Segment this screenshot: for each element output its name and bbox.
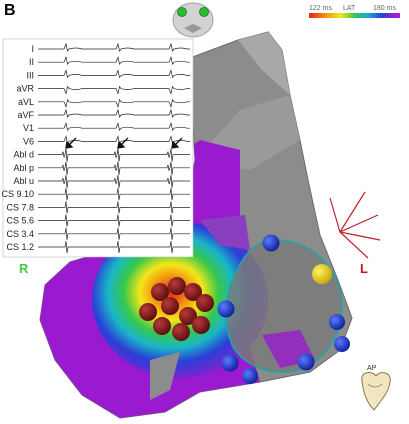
ecg-trace bbox=[38, 188, 190, 201]
ecg-lead-label: Abl d bbox=[13, 150, 34, 160]
ecg-lead-label: CS 5.6 bbox=[6, 216, 34, 226]
lat-gradient-bar bbox=[309, 13, 400, 18]
ecg-trace bbox=[38, 108, 190, 118]
panel-label: B bbox=[4, 2, 16, 19]
ecg-trace bbox=[38, 122, 190, 132]
orientation-axes bbox=[329, 191, 381, 259]
head-orientation-icon bbox=[172, 2, 214, 38]
ecg-trace bbox=[38, 69, 190, 79]
ecg-trace bbox=[38, 240, 190, 254]
activation-map bbox=[40, 140, 268, 418]
ecg-trace bbox=[38, 227, 190, 240]
catheter-electrodes bbox=[217, 234, 350, 384]
ecg-trace bbox=[38, 98, 190, 108]
ecg-lead-label: CS 1.2 bbox=[6, 242, 34, 252]
ecg-lead-label: II bbox=[29, 57, 34, 67]
ecg-lead-label: aVR bbox=[16, 84, 34, 94]
ecg-trace bbox=[38, 42, 190, 52]
ecg-lead-label: aVL bbox=[18, 97, 34, 107]
lat-scale-min-label: 122 ms bbox=[309, 5, 332, 12]
ecg-lead-label: III bbox=[26, 70, 34, 80]
ecg-trace bbox=[38, 148, 190, 162]
ecg-lead-label: CS 9.10 bbox=[1, 189, 34, 199]
ecg-lead-label: I bbox=[31, 44, 34, 54]
ecg-lead-label: V1 bbox=[23, 123, 34, 133]
ablation-lesions bbox=[139, 277, 214, 341]
ap-view-label: AP bbox=[367, 365, 377, 372]
ecg-lead-label: V6 bbox=[23, 136, 34, 146]
ecg-lead-label: Abl u bbox=[13, 176, 34, 186]
ap-heart-icon: AP bbox=[361, 365, 391, 411]
ecg-lead-label: CS 3.4 bbox=[6, 229, 34, 239]
ablation-signal-arrows bbox=[65, 137, 183, 149]
ecg-lead-label: Abl p bbox=[13, 163, 34, 173]
ecg-trace bbox=[38, 174, 190, 189]
reference-electrode bbox=[312, 264, 332, 284]
lat-color-scale: 122 ms LAT 180 ms bbox=[309, 5, 400, 18]
ecg-trace bbox=[38, 56, 190, 66]
ecg-trace bbox=[38, 161, 190, 175]
ecg-lead-label: CS 7.8 bbox=[6, 202, 34, 212]
lat-scale-title: LAT bbox=[343, 5, 356, 12]
right-orientation-label: R bbox=[19, 261, 29, 276]
left-orientation-label: L bbox=[360, 261, 368, 276]
ecg-trace bbox=[38, 214, 190, 227]
ecg-lead-label: aVF bbox=[17, 110, 34, 120]
lat-scale-max-label: 180 ms bbox=[373, 5, 396, 12]
ecg-trace bbox=[38, 201, 190, 214]
ecg-traces bbox=[38, 42, 190, 254]
ecg-trace bbox=[38, 85, 190, 95]
